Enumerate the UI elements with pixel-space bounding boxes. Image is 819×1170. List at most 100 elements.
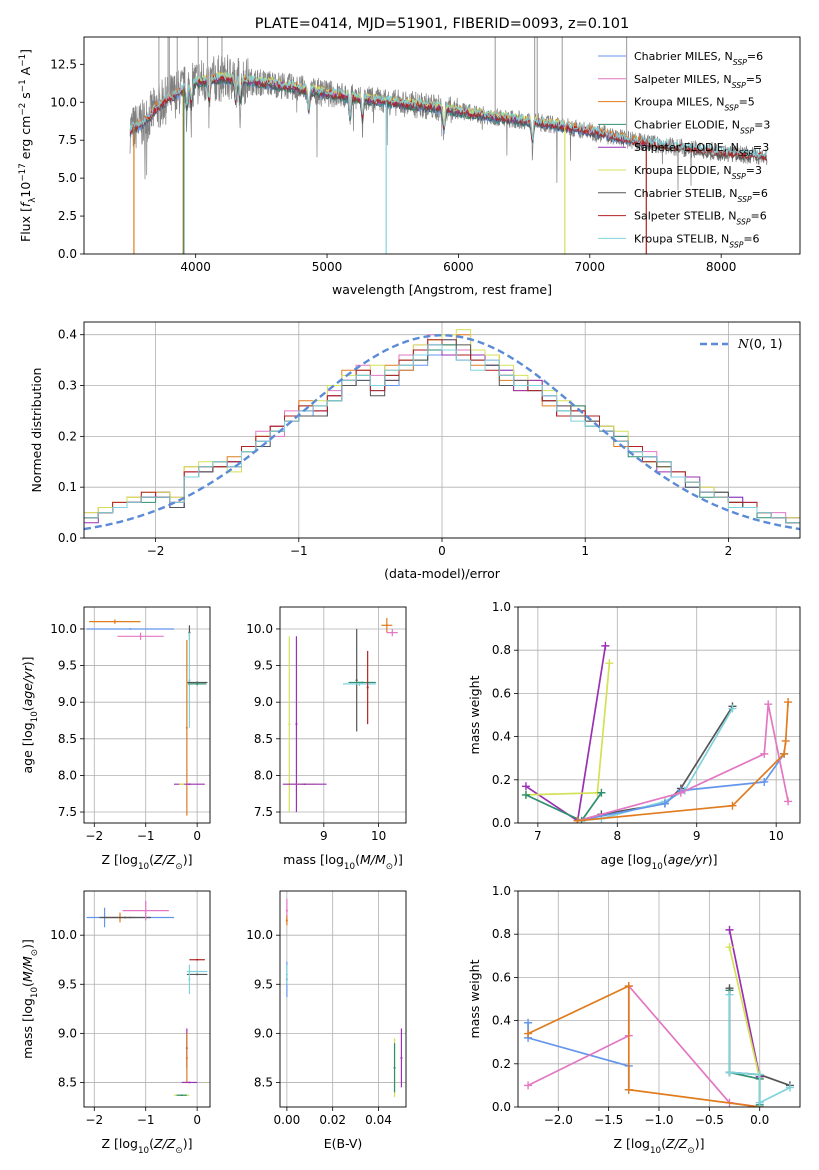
- y-tick-label: 0.0: [492, 1100, 511, 1114]
- panel-z_age: −2 −1 0 7.5 8.0 8.5 9.0 9.5 10.0: [50, 606, 211, 843]
- y-tick-label: 0.4: [58, 328, 77, 342]
- plus-marker: [755, 1098, 764, 1107]
- plus-marker: [601, 641, 610, 650]
- weight-series-7: [577, 701, 789, 822]
- panel-spectrum: 4000 5000 6000 7000 8000 0.0 2.5 5.0 7.5 10.0 12.5: [50, 36, 801, 274]
- plus-marker: [524, 1081, 533, 1090]
- plot-area: [524, 925, 794, 1107]
- axes-frame: [83, 890, 211, 1108]
- y-tick-label: 8.5: [254, 1075, 273, 1089]
- y-tick-label: 9.5: [254, 659, 273, 673]
- panel-age_weight: 7 8 9 10 0.0 0.2 0.4 0.6 0.8 1.0: [492, 600, 801, 843]
- y-tick-label: 0.1: [58, 480, 77, 494]
- y-tick-label: 8.5: [254, 732, 273, 746]
- x-tick-label: −2: [85, 1113, 103, 1127]
- y-tick-label: 8.0: [254, 768, 273, 782]
- plus-marker: [780, 749, 789, 758]
- axes-frame: [83, 36, 801, 255]
- y-tick-label: 9.5: [254, 977, 273, 991]
- plus-marker: [755, 1070, 764, 1079]
- legend-entry: Salpeter ELODIE, NSSP=3: [634, 141, 769, 158]
- y-tick-label: 9.5: [58, 659, 77, 673]
- y-axis-label: Flux [fλ10−17 erg cm−2 s−1 A−1]: [18, 49, 38, 242]
- plus-marker: [760, 777, 769, 786]
- x-tick-label: 0.04: [365, 1113, 392, 1127]
- legend-entry: Kroupa MILES, NSSP=5: [634, 96, 755, 113]
- panel-z_mass: −2 −1 0 8.5 9.0 9.5 10.0: [50, 890, 211, 1127]
- y-tick-label: 8.5: [58, 1075, 77, 1089]
- errorbar-point: [122, 900, 169, 921]
- errorbar-point: [393, 1043, 396, 1093]
- model-spectrum-8: [129, 71, 768, 159]
- errorbar-point: [188, 632, 191, 728]
- errorbar-point: [117, 632, 164, 640]
- y-tick-label: 10.0: [50, 95, 77, 109]
- plus-marker: [784, 698, 793, 707]
- y-tick-label: 0.4: [492, 730, 511, 744]
- x-tick-label: 0: [193, 829, 201, 843]
- plus-marker: [573, 816, 582, 823]
- x-tick-label: 7000: [575, 260, 606, 274]
- gaussian-legend-label: N(0, 1): [737, 336, 783, 351]
- y-tick-label: 10.0: [50, 622, 77, 636]
- errorbar-point: [381, 617, 393, 633]
- x-tick-label: 5000: [312, 260, 343, 274]
- x-tick-label: −2.0: [544, 1113, 573, 1127]
- plot-area: [86, 900, 208, 1096]
- errorbar-point: [185, 1033, 188, 1083]
- plus-marker: [781, 736, 790, 745]
- plus-marker: [597, 788, 606, 797]
- plus-marker: [676, 788, 685, 797]
- x-tick-label: 1: [581, 544, 589, 558]
- x-tick-label: −1.5: [594, 1113, 623, 1127]
- y-tick-label: 1.0: [492, 884, 511, 898]
- plot-area: [86, 619, 208, 816]
- plus-marker: [764, 700, 773, 709]
- y-tick-label: 0.0: [58, 531, 77, 545]
- weight-series-6: [577, 704, 789, 822]
- legend-entry: Salpeter MILES, NSSP=5: [634, 73, 762, 90]
- errorbar-point: [187, 682, 207, 686]
- weight-series-4: [728, 947, 761, 1107]
- weight-series-1: [527, 983, 760, 1107]
- x-axis-label: wavelength [Angstrom, rest frame]: [332, 282, 552, 297]
- chart-title: PLATE=0414, MJD=51901, FIBERID=0093, z=0…: [255, 16, 629, 32]
- plus-marker: [624, 982, 633, 991]
- y-tick-label: 0.6: [492, 970, 511, 984]
- plus-marker: [624, 1085, 633, 1094]
- y-tick-label: 9.0: [254, 1026, 273, 1040]
- x-tick-label: −2: [85, 829, 103, 843]
- errorbar-point: [188, 964, 191, 995]
- panel-mass_age: 9 10 7.5 8.0 8.5 9.0 9.5 10.0: [246, 606, 407, 843]
- legend-entry: Chabrier ELODIE, NSSP=3: [634, 118, 770, 135]
- plot-area: [285, 898, 403, 1098]
- plus-marker: [725, 1068, 734, 1077]
- y-tick-label: 7.5: [58, 805, 77, 819]
- y-axis-label: Normed distribution: [29, 368, 44, 493]
- histogram-series-8: [84, 344, 800, 524]
- y-tick-label: 10.0: [246, 928, 273, 942]
- errorbar-point: [386, 628, 398, 637]
- x-axis-label: age [log10(age/yr)]: [600, 852, 717, 872]
- legend-entry: Chabrier STELIB, NSSP=6: [634, 187, 768, 204]
- x-tick-label: −1.0: [644, 1113, 673, 1127]
- y-tick-label: 10.0: [50, 928, 77, 942]
- axes-frame: [83, 321, 801, 539]
- axes-frame: [279, 606, 407, 824]
- plot-area: [129, 37, 768, 254]
- legend-entry: Kroupa STELIB, NSSP=6: [634, 232, 760, 249]
- x-axis-label: mass [log10(M/M⊙)]: [283, 852, 403, 872]
- y-tick-label: 12.5: [50, 57, 77, 71]
- plus-marker: [521, 790, 530, 799]
- x-tick-label: 10: [371, 829, 386, 843]
- axes-frame: [83, 606, 211, 824]
- x-tick-label: 8000: [706, 260, 737, 274]
- x-tick-label: −1: [290, 544, 308, 558]
- x-axis-label: E(B-V): [324, 1136, 363, 1151]
- plus-marker: [728, 801, 737, 810]
- errorbar-point: [89, 619, 141, 624]
- weight-series-2: [527, 984, 760, 1107]
- axes-frame: [517, 890, 801, 1108]
- panel-residuals: −2 −1 0 1 2 0.0 0.1 0.2 0.3 0.4: [58, 321, 801, 558]
- y-tick-label: 0.4: [492, 1014, 511, 1028]
